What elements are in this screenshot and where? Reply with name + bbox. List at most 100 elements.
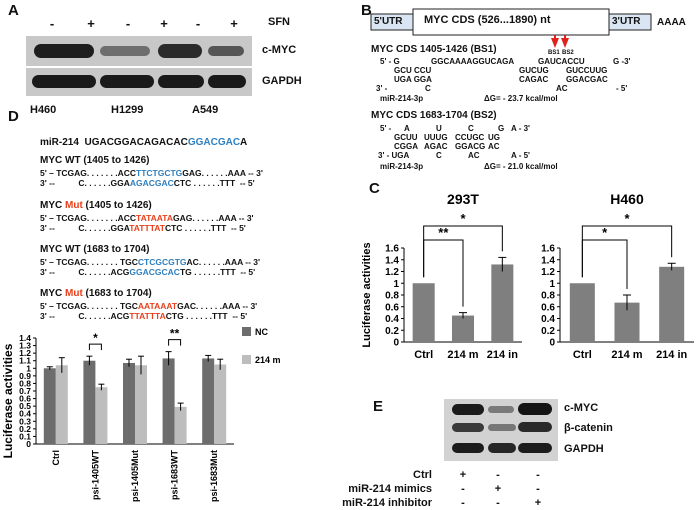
legend-swatch <box>242 355 251 364</box>
condition-sign: + <box>534 497 542 509</box>
y-tick-label: 1.4 <box>19 333 31 343</box>
condition-sign: - <box>536 483 540 495</box>
bs2-mirna: miR-214-3p <box>380 162 424 171</box>
sfn-label: SFN <box>268 16 290 28</box>
seq-site: AATAAAT <box>137 301 178 311</box>
seq-site: CTCGCGTG <box>137 257 187 267</box>
condition-sign: - <box>536 469 540 481</box>
x-tick-label: psi-1405Mut <box>130 450 140 502</box>
panel-b-label: B <box>361 2 372 19</box>
seq-flank: CTC . . . . . .TTT -- 5' <box>164 223 246 233</box>
y-tick-label: 1.3 <box>19 341 31 351</box>
seq-title-mut: Mut <box>65 200 83 211</box>
y-tick-label: 0.1 <box>19 431 31 441</box>
y-tick-label: 1 <box>549 279 555 290</box>
significance-bracket <box>168 339 182 346</box>
x-tick-label: Ctrl <box>573 349 592 361</box>
bs1-duplex-text: G -3' <box>613 57 631 66</box>
bs1-duplex-text: 5' - G <box>380 57 400 66</box>
blot-e-row-cmyc: c-MYC <box>564 402 599 414</box>
condition-sign: + <box>494 483 502 495</box>
x-tick-label: 214 in <box>487 349 518 361</box>
x-tick-label: Ctrl <box>414 349 433 361</box>
chart-title: 293T <box>447 191 479 207</box>
y-tick-label: 0.6 <box>541 302 555 313</box>
bar <box>569 283 595 342</box>
blot-a-cmyc <box>26 36 252 66</box>
seq-flank: 3' -- C. . . . . .ACG <box>40 267 130 277</box>
mirna-214-seed: GGACGAC <box>187 137 241 148</box>
y-tick-label: 1.6 <box>385 244 399 255</box>
bar-nc <box>202 358 215 444</box>
y-tick-label: 0.4 <box>385 314 399 325</box>
condition-label: miR-214 inhibitor <box>342 497 432 509</box>
cell-line-h460: H460 <box>30 104 57 116</box>
bs1-arrow <box>551 38 559 48</box>
bs2-duplex-text: U <box>436 124 442 133</box>
sfn-sign: + <box>230 16 238 31</box>
panel-a-label: A <box>8 2 19 19</box>
seq-title-part: (1405 to 1426) <box>82 200 152 211</box>
significance-label: * <box>460 211 466 226</box>
significance-bracket <box>581 225 673 278</box>
significance-bracket <box>581 239 628 289</box>
mirna-214-body: UGACGGACAGACAC <box>84 137 188 148</box>
y-tick-label: 0.2 <box>385 326 399 337</box>
significance-label: * <box>93 331 98 345</box>
blot-e <box>444 399 558 461</box>
bs2-duplex-text: G <box>498 124 505 133</box>
seq-line: 3' -- C. . . . . .ACGGGACGCACTG . . . . … <box>40 267 255 277</box>
blot-e-row-gapdh: GAPDH <box>564 443 604 455</box>
seq-line: 3' -- C. . . . . .ACGTTATTTACTG . . . . … <box>40 311 247 321</box>
bar <box>451 315 475 342</box>
cds-label: MYC CDS (526...1890) nt <box>424 14 551 26</box>
y-tick-label: 1.4 <box>541 255 555 266</box>
bs2-duplex-text: GGACG <box>455 142 486 151</box>
bar-214m <box>95 387 108 444</box>
bar-214m <box>135 365 147 444</box>
condition-sign: - <box>461 497 465 509</box>
seq-flank: CTG . . . . . .TTT -- 5' <box>165 311 248 321</box>
y-tick-label: 1.2 <box>19 348 31 358</box>
sfn-sign: + <box>160 16 168 31</box>
seq-site: GGACGCAC <box>129 267 180 277</box>
utr3-label: 3'UTR <box>612 16 641 27</box>
bar-214m <box>214 364 227 444</box>
mirna-214-seq: miR-214 UGACGGACAGACACGGACGACA <box>40 137 247 148</box>
seq-flank: TG . . . . . .TTT -- 5' <box>179 267 256 277</box>
seq-flank: 5' – TCGAG. . . . . . .ACC <box>40 213 137 223</box>
mirna-214-tail: A <box>240 137 248 148</box>
seq-flank: 5' – TCGAG. . . . . . .ACC <box>40 168 137 178</box>
seq-block-title: MYC Mut (1683 to 1704) <box>40 288 152 299</box>
y-tick-label: 0.3 <box>19 416 31 426</box>
mirna-214-name: miR-214 <box>40 137 79 148</box>
bar-214m <box>174 406 187 444</box>
bar-nc <box>123 362 135 444</box>
seq-flank: GAG. . . . . .AAA -- 3' <box>173 213 254 223</box>
bs2-label: BS2 <box>562 50 574 56</box>
bs1-duplex-text: GAUCACCU <box>538 57 585 66</box>
x-tick-label: Ctrl <box>51 450 61 466</box>
bs2-duplex-text: GCUU <box>394 133 418 142</box>
sfn-sign: - <box>49 16 55 31</box>
seq-line: 5' – TCGAG. . . . . . . TGCAATAAATGAC. .… <box>40 301 257 311</box>
y-tick-label: 0.6 <box>385 302 399 313</box>
y-tick-label: 0.7 <box>19 386 31 396</box>
bs2-duplex-text: AC <box>468 151 480 160</box>
bs2-duplex-text: UUUG <box>424 133 448 142</box>
bar <box>659 266 685 342</box>
y-tick-label: 0.4 <box>19 409 31 419</box>
y-tick-label: 0.5 <box>19 401 31 411</box>
bs1-mirna: miR-214-3p <box>380 94 424 103</box>
bs1-title: MYC CDS 1405-1426 (BS1) <box>371 44 497 55</box>
bs1-duplex-text: UGA GGA <box>394 75 432 84</box>
sfn-sign: + <box>87 16 95 31</box>
seq-flank: 5' – TCGAG. . . . . . . TGC <box>40 301 138 311</box>
seq-line: 5' – TCGAG. . . . . . . TGCCTCGCGTGAC. .… <box>40 257 260 267</box>
seq-title-part: MYC WT (1683 to 1704) <box>40 244 150 255</box>
bs2-arrow <box>561 38 569 48</box>
panel-e-label: E <box>373 398 384 415</box>
bs2-duplex-text: CCUGC <box>455 133 485 142</box>
y-tick-label: 1 <box>393 279 399 290</box>
